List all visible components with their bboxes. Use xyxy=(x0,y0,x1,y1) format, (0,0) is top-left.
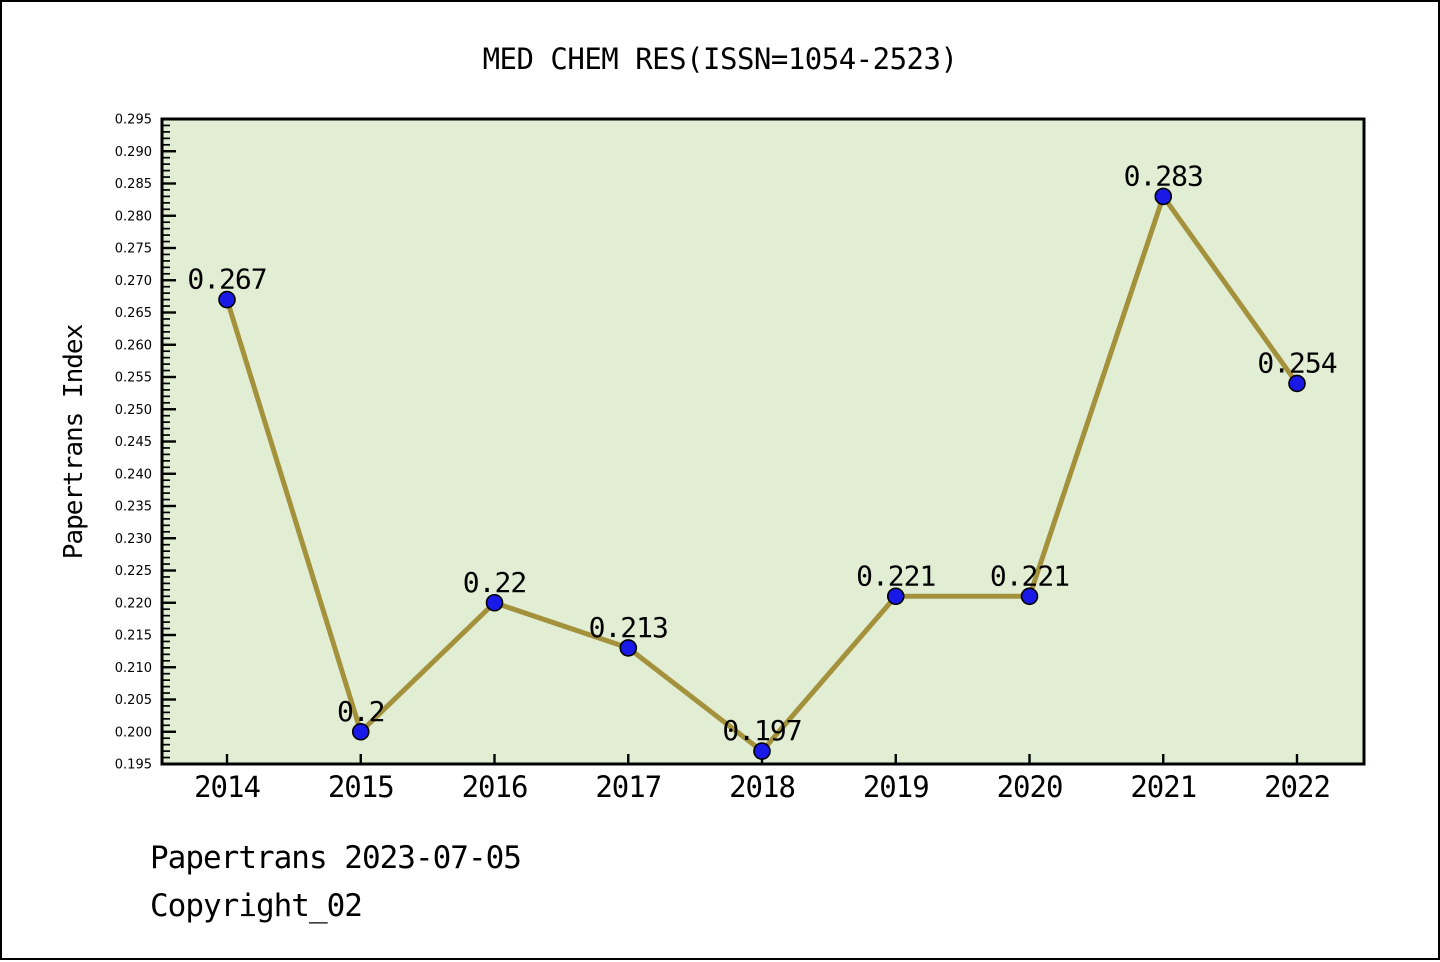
data-point xyxy=(351,722,370,741)
data-point-label: 0.2 xyxy=(337,695,385,728)
y-tick-label: 0.230 xyxy=(115,532,152,547)
chart-title: MED CHEM RES(ISSN=1054-2523) xyxy=(482,42,958,76)
data-point-label: 0.197 xyxy=(722,714,801,747)
data-point xyxy=(886,587,905,606)
y-tick-label: 0.225 xyxy=(115,564,152,579)
data-point xyxy=(1154,187,1173,206)
x-tick-label: 2017 xyxy=(595,770,661,804)
data-point-label: 0.221 xyxy=(990,559,1069,592)
data-point-label: 0.213 xyxy=(589,611,668,644)
y-tick-label: 0.280 xyxy=(115,209,152,224)
y-tick-label: 0.285 xyxy=(115,177,152,192)
y-tick-label: 0.295 xyxy=(115,113,152,128)
y-tick-label: 0.290 xyxy=(115,145,152,160)
y-tick-label: 0.210 xyxy=(115,661,152,676)
plot-border xyxy=(160,117,1366,766)
x-tick-label: 2020 xyxy=(997,770,1063,804)
y-tick-label: 0.200 xyxy=(115,725,152,740)
y-tick-label: 0.240 xyxy=(115,467,152,482)
data-point-label: 0.254 xyxy=(1257,346,1336,379)
data-point xyxy=(1288,374,1306,393)
data-point-label: 0.267 xyxy=(187,263,266,296)
data-point xyxy=(753,742,771,760)
y-tick-label: 0.255 xyxy=(115,371,152,386)
y-tick-label: 0.220 xyxy=(115,596,152,611)
y-tick-label: 0.265 xyxy=(115,306,152,321)
x-tick-label: 2021 xyxy=(1130,770,1196,804)
data-point xyxy=(619,639,638,657)
x-tick-label: 2014 xyxy=(194,770,260,804)
data-point xyxy=(218,290,236,309)
x-tick-label: 2015 xyxy=(328,770,394,804)
y-tick-label: 0.275 xyxy=(115,242,152,257)
y-tick-label: 0.195 xyxy=(115,758,152,773)
y-tick-label: 0.235 xyxy=(115,500,152,515)
y-tick-label: 0.245 xyxy=(115,435,152,450)
data-point xyxy=(485,593,504,612)
footer-source-date: Papertrans 2023-07-05 xyxy=(150,840,522,876)
data-point-label: 0.22 xyxy=(463,566,526,599)
y-tick-label: 0.215 xyxy=(115,629,152,644)
x-tick-label: 2019 xyxy=(863,770,929,804)
y-tick-label: 0.205 xyxy=(115,693,152,708)
x-tick-label: 2016 xyxy=(462,770,528,804)
footer-copyright: Copyright_02 xyxy=(150,888,363,924)
x-tick-label: 2022 xyxy=(1264,770,1330,804)
x-tick-label: 2018 xyxy=(729,770,795,804)
y-tick-label: 0.260 xyxy=(115,338,152,353)
plot-area xyxy=(162,119,1364,764)
y-tick-label: 0.270 xyxy=(115,274,152,289)
data-point-label: 0.283 xyxy=(1124,159,1203,192)
data-point-label: 0.221 xyxy=(856,559,935,592)
y-tick-label: 0.250 xyxy=(115,403,152,418)
data-point xyxy=(1020,587,1039,606)
